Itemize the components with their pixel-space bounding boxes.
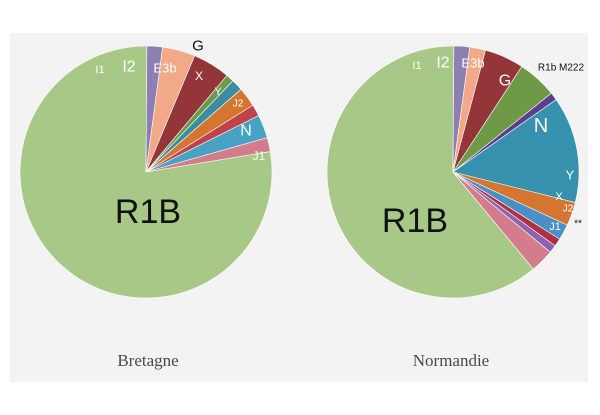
caption-bretagne: Bretagne xyxy=(117,351,178,370)
slice-label-i2: I2 xyxy=(122,59,135,76)
slice-label-j1: J1 xyxy=(549,221,561,233)
slice-label-x: X xyxy=(555,191,563,203)
caption-normandie: Normandie xyxy=(413,351,489,370)
slice-label-: ** xyxy=(574,219,582,230)
slice-label-i1: I1 xyxy=(95,64,104,76)
slice-label-r1b: R1B xyxy=(382,202,448,240)
slice-label-e3b: E3b xyxy=(153,61,176,76)
slice-r1b xyxy=(19,45,273,299)
slice-label-x: X xyxy=(195,69,203,83)
slice-label-j1: J1 xyxy=(253,149,266,163)
slice-label-i2: I2 xyxy=(436,55,449,72)
slice-label-i1: I1 xyxy=(412,60,421,72)
slice-r1b xyxy=(326,45,534,299)
slice-label-n: N xyxy=(534,115,548,137)
slice-label-y: Y xyxy=(566,168,575,183)
slice-label-y: Y xyxy=(214,86,222,98)
slice-label-j2: J2 xyxy=(563,204,574,215)
slice-label-n: N xyxy=(240,123,252,140)
slice-j1 xyxy=(145,137,271,173)
slice-label-r1b: R1B xyxy=(115,193,181,231)
slice-j1 xyxy=(452,171,551,270)
pie-chart-bretagne: R1B I1 I2 E3b GXY J2 NJ1 xyxy=(19,38,273,299)
slice-label-j2: J2 xyxy=(233,99,244,110)
slice-label-r1b-m222: R1b M222 xyxy=(538,63,585,74)
slice-n xyxy=(452,99,580,203)
slice-label-e3b: E3b xyxy=(461,56,484,71)
slice-label-g: G xyxy=(499,73,511,90)
slice-label-g: G xyxy=(192,38,204,55)
